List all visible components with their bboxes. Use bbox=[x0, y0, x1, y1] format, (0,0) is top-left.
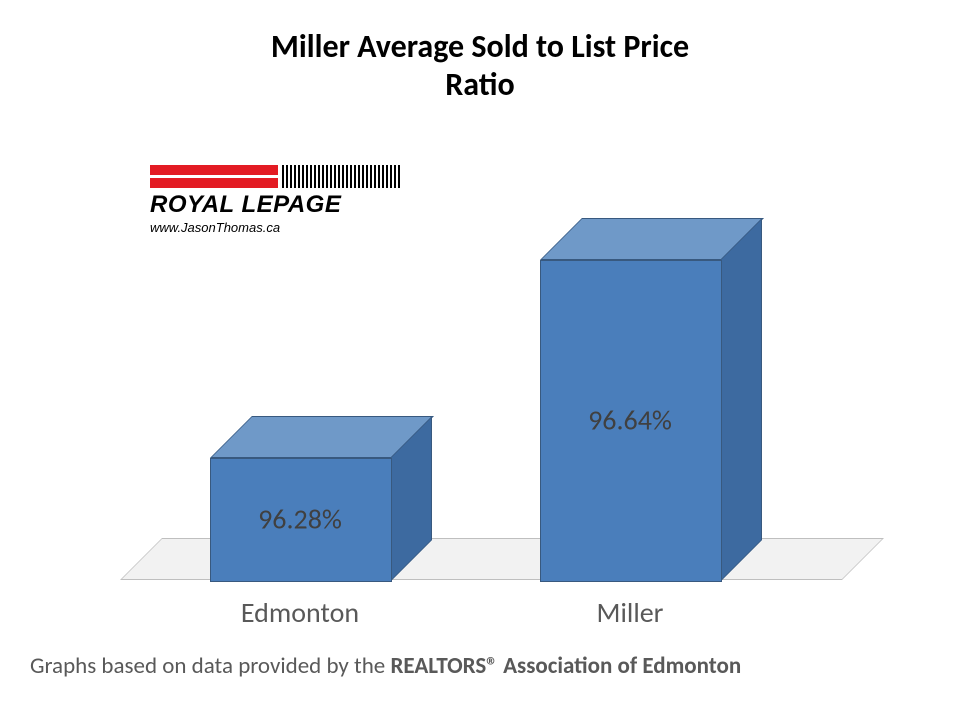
category-label-edmonton: Edmonton bbox=[210, 595, 390, 630]
category-label-miller: Miller bbox=[540, 595, 720, 630]
bar-value-label: 96.64% bbox=[540, 403, 720, 438]
chart-plot-area: 96.28% 96.64% bbox=[120, 150, 840, 580]
chart-title: Miller Average Sold to List Price Ratio bbox=[0, 0, 960, 105]
bar-edmonton: 96.28% bbox=[210, 458, 390, 580]
bar-side-face bbox=[720, 218, 762, 582]
footer-attribution: Graphs based on data provided by the REA… bbox=[30, 652, 741, 680]
chart-container: Miller Average Sold to List Price Ratio … bbox=[0, 0, 960, 720]
bar-value-label: 96.28% bbox=[210, 502, 390, 537]
footer-text: Graphs based on data provided by the bbox=[30, 652, 390, 680]
footer-bold: REALTORS® Association of Edmonton bbox=[390, 652, 741, 680]
bar-miller: 96.64% bbox=[540, 260, 720, 580]
